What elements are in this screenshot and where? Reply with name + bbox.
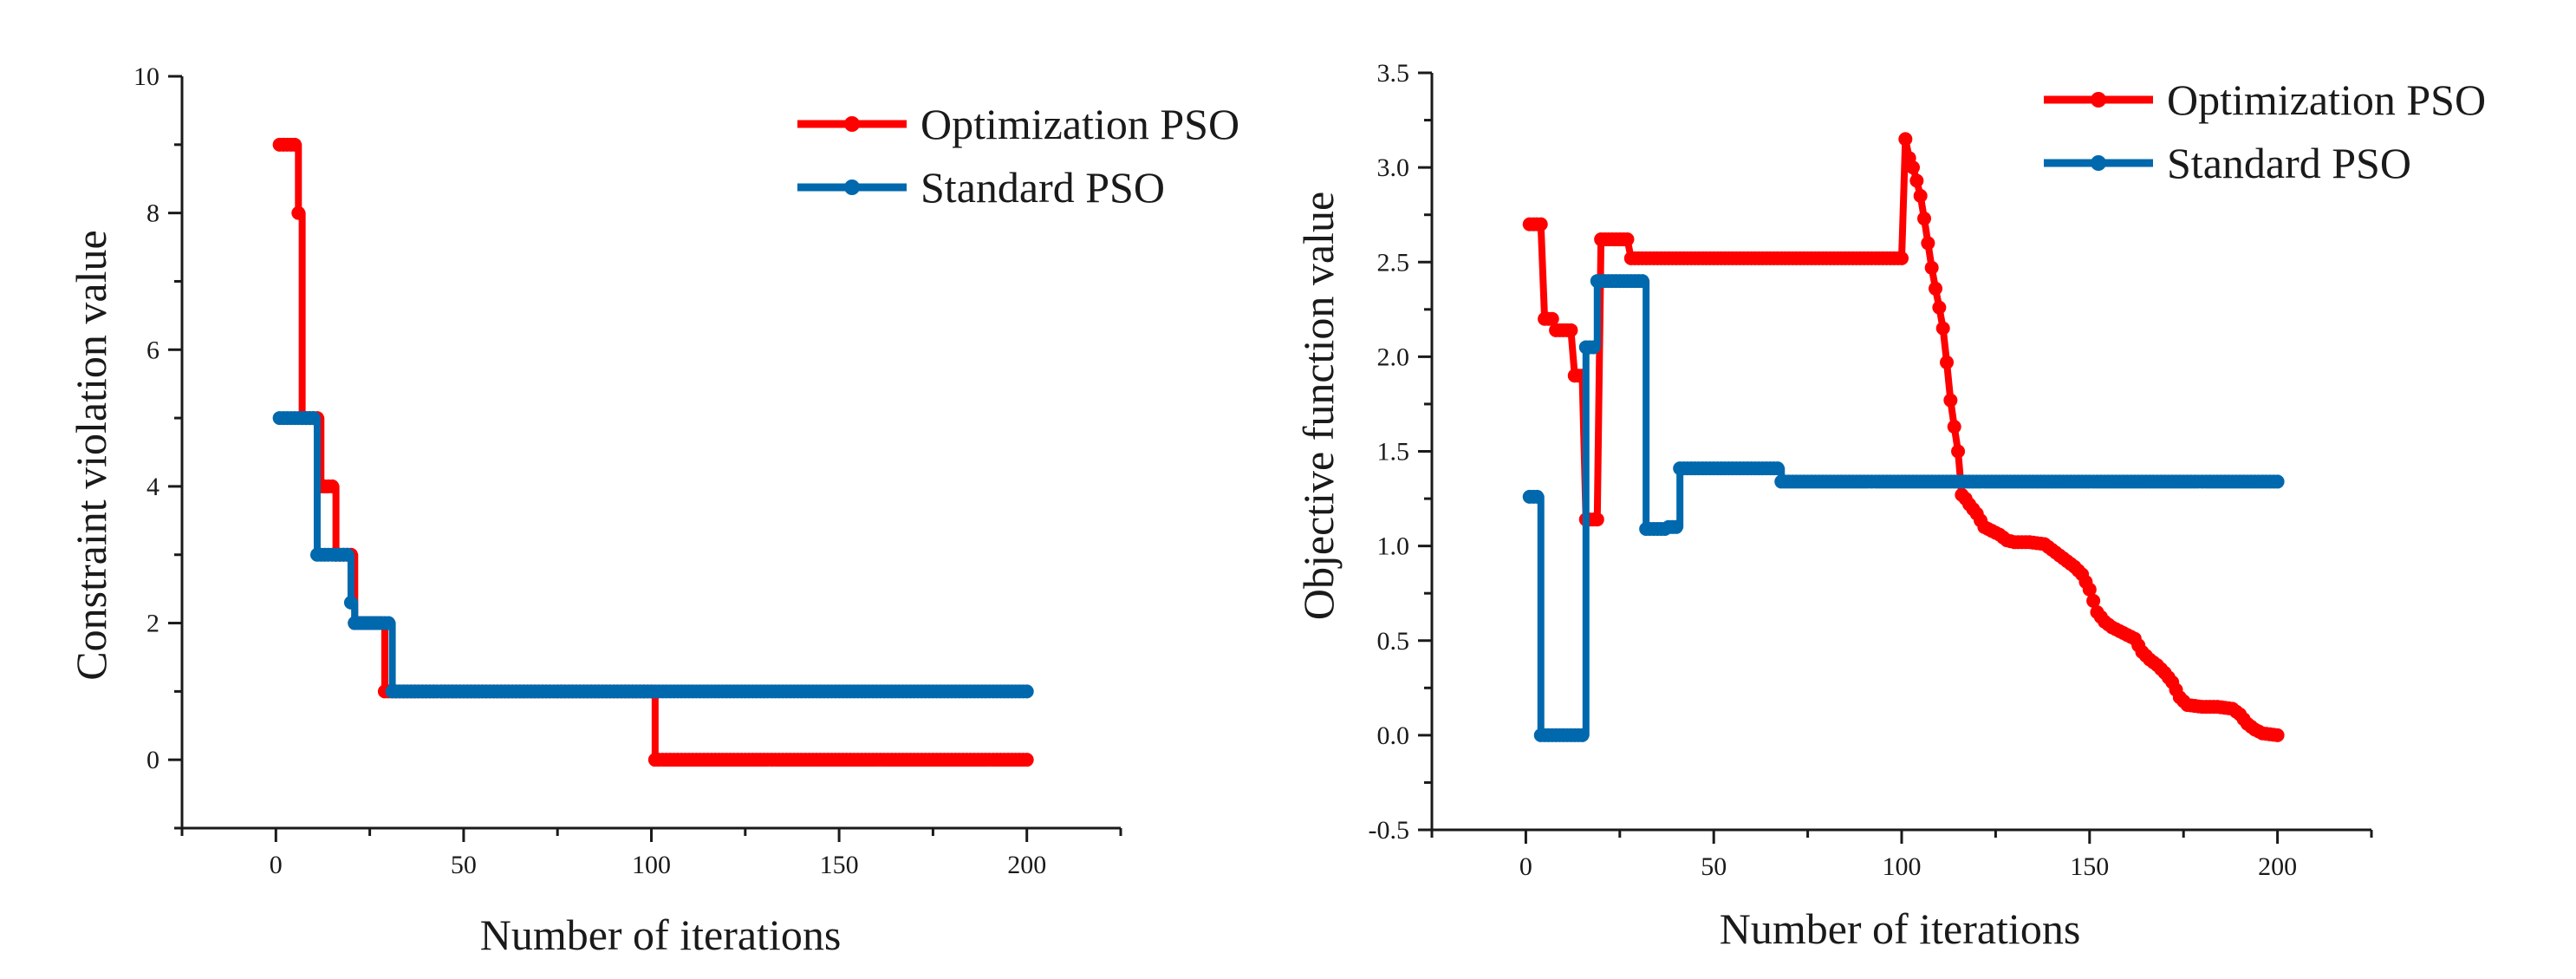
x-axis-title: Number of iterations	[480, 910, 842, 959]
y-tick-label: 2.5	[1377, 248, 1410, 277]
data-point	[1924, 260, 1939, 275]
x-tick-label: 200	[1007, 851, 1046, 879]
y-tick-label: 3.0	[1377, 153, 1410, 182]
data-point	[1635, 274, 1649, 289]
y-tick-label: 8	[146, 199, 159, 228]
legend-label-optimization-pso: Optimization PSO	[2167, 75, 2486, 124]
data-point	[1932, 300, 1947, 315]
data-point	[2082, 582, 2097, 597]
y-tick-label: -0.5	[1369, 816, 1410, 845]
x-tick-label: 0	[270, 851, 283, 879]
legend: Optimization PSO Standard PSO	[2044, 75, 2486, 187]
data-point	[343, 595, 358, 610]
data-point	[1895, 251, 1909, 265]
series-line-optimization-pso	[1529, 135, 2279, 739]
y-tick-label: 1.0	[1377, 532, 1410, 561]
data-point	[2270, 474, 2285, 489]
x-tick-label: 150	[820, 851, 859, 879]
y-tick-label: 1.5	[1377, 438, 1410, 467]
y-axis-title: Constraint violation value	[67, 230, 115, 680]
data-point	[1586, 340, 1601, 355]
legend-marker-optimization-pso	[2091, 92, 2106, 108]
data-point	[1590, 512, 1604, 527]
y-tick-label: 10	[133, 62, 159, 91]
data-point	[1545, 311, 1559, 326]
data-point	[1575, 728, 1590, 742]
y-tick-label: 6	[146, 336, 159, 364]
x-tick-label: 200	[2258, 852, 2297, 881]
legend-label-optimization-pso: Optimization PSO	[920, 100, 1239, 148]
data-point	[1770, 461, 1785, 476]
data-point	[287, 137, 302, 152]
data-point	[1530, 489, 1545, 504]
data-point	[1929, 281, 1943, 296]
y-tick-label: 2	[146, 610, 159, 638]
x-tick-label: 0	[1519, 852, 1532, 881]
data-point	[1620, 232, 1635, 247]
data-point	[1917, 212, 1932, 226]
data-point	[381, 616, 396, 630]
legend-marker-optimization-pso	[844, 116, 860, 132]
y-tick-label: 0	[146, 746, 159, 774]
data-point	[325, 479, 340, 493]
x-tick-label: 50	[1701, 852, 1727, 881]
y-axis-title: Objective function value	[1294, 192, 1343, 620]
data-point	[1019, 753, 1034, 767]
data-point	[1935, 321, 1950, 336]
x-tick-label: 50	[451, 851, 477, 879]
data-point	[1921, 236, 1935, 251]
x-tick-label: 100	[1883, 852, 1922, 881]
data-point	[2086, 593, 2101, 608]
y-tick-label: 0.0	[1377, 721, 1410, 750]
data-point	[1898, 132, 1913, 147]
data-point	[1909, 173, 1924, 188]
data-point	[1533, 217, 1548, 232]
chart-objective-function: 0 50 100 150 200 -0.5 0.0 0.5 1.0 1.5 2.0 2.5 3.0 3.5…	[1294, 59, 2486, 953]
data-point	[1906, 160, 1921, 175]
legend-marker-standard-pso	[844, 179, 860, 195]
y-tick-label: 2.0	[1377, 343, 1410, 371]
data-point	[340, 547, 355, 562]
series-line-standard-pso	[279, 414, 1027, 695]
data-point	[1913, 188, 1928, 203]
chart-constraint-violation: 0 50 100 150 200 0 2 4 6 8 10 Number of iterations…	[67, 62, 1239, 959]
data-point	[291, 206, 306, 220]
data-point	[1564, 323, 1578, 337]
y-tick-label: 0.5	[1377, 627, 1410, 656]
legend-marker-standard-pso	[2091, 155, 2106, 171]
data-point	[1669, 519, 1683, 534]
data-point	[1019, 684, 1034, 699]
legend: Optimization PSO Standard PSO	[797, 100, 1239, 212]
y-tick-label: 4	[146, 473, 159, 501]
data-point	[306, 411, 321, 426]
x-tick-label: 150	[2070, 852, 2109, 881]
data-point	[1940, 355, 1955, 369]
y-tick-label: 3.5	[1377, 59, 1410, 88]
legend-label-standard-pso: Standard PSO	[920, 163, 1165, 212]
x-tick-label: 100	[632, 851, 671, 879]
data-point	[1943, 393, 1958, 408]
data-point	[1951, 444, 1966, 459]
legend-label-standard-pso: Standard PSO	[2167, 139, 2411, 187]
data-point	[1947, 420, 1961, 434]
x-axis-title: Number of iterations	[1720, 904, 2081, 953]
data-point	[2270, 728, 2285, 742]
